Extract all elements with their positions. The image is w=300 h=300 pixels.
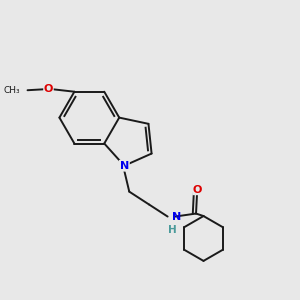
Text: O: O: [193, 184, 202, 195]
Text: N: N: [120, 161, 129, 171]
Text: N: N: [172, 212, 181, 221]
Text: O: O: [44, 84, 53, 94]
Text: H: H: [168, 224, 177, 235]
Text: CH₃: CH₃: [3, 86, 20, 95]
